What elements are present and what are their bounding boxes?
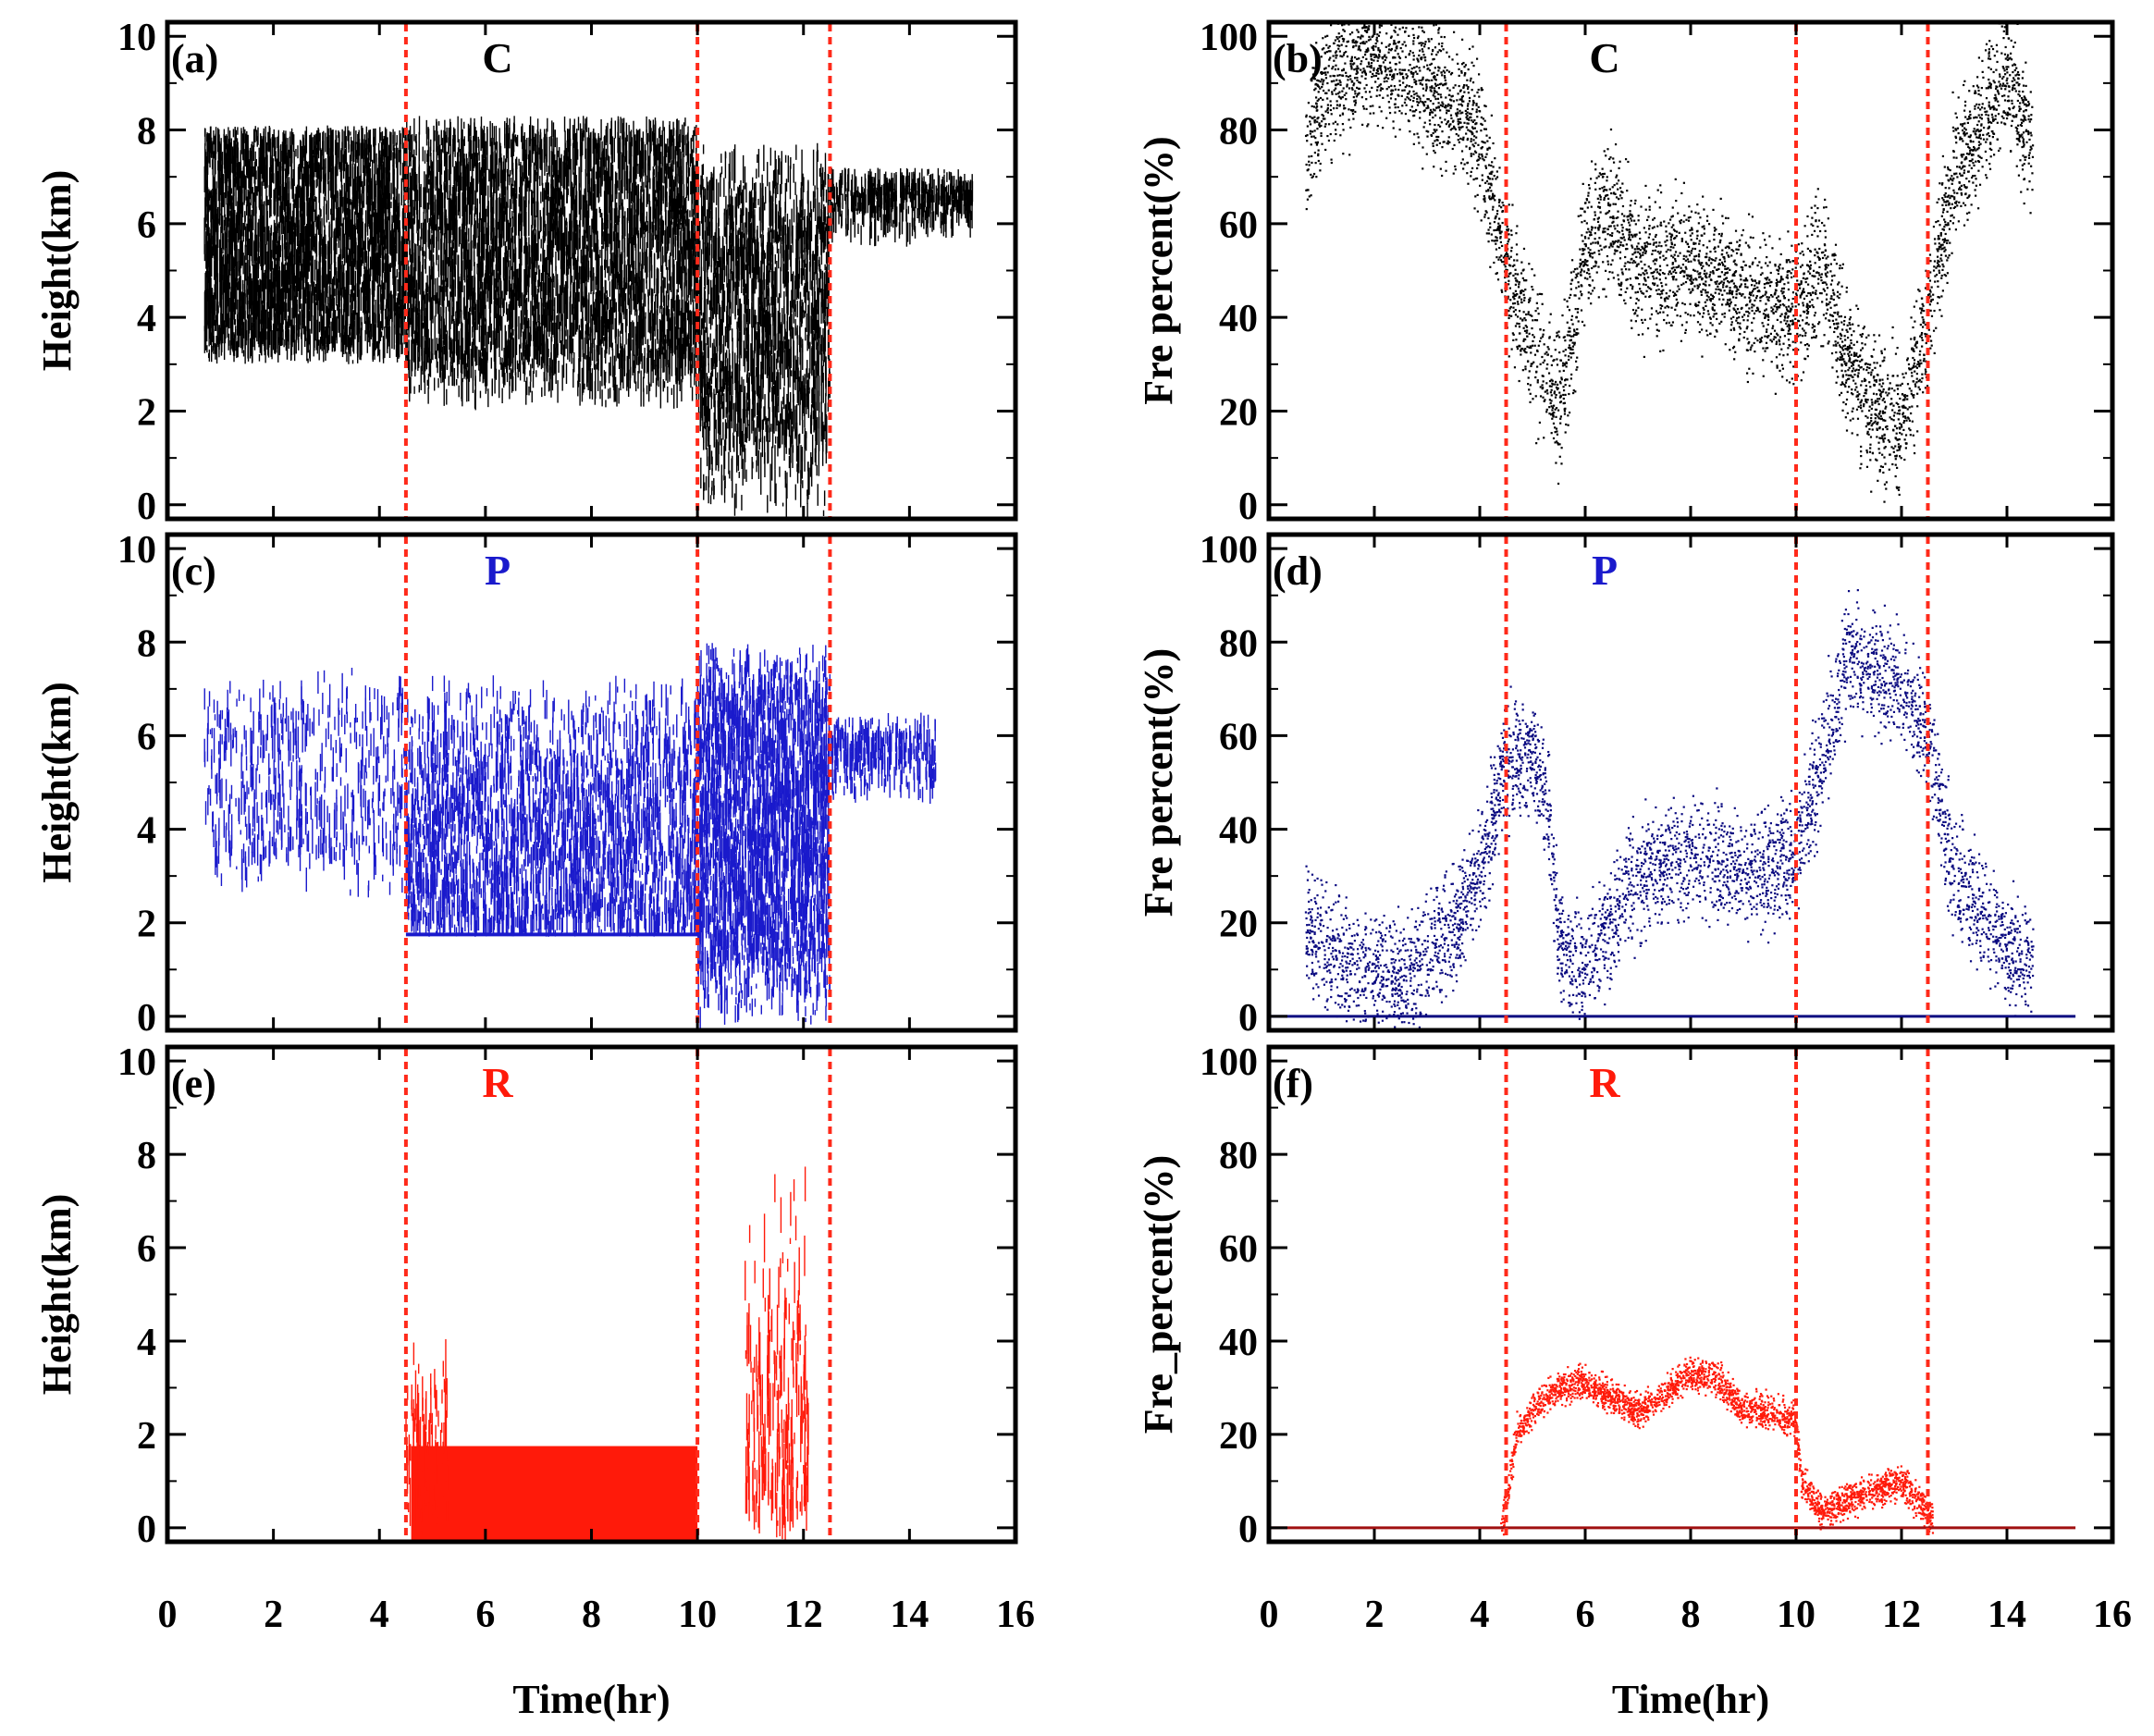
panel-a-plot-area: [203, 116, 974, 519]
panel-a-series-0: [203, 116, 974, 519]
